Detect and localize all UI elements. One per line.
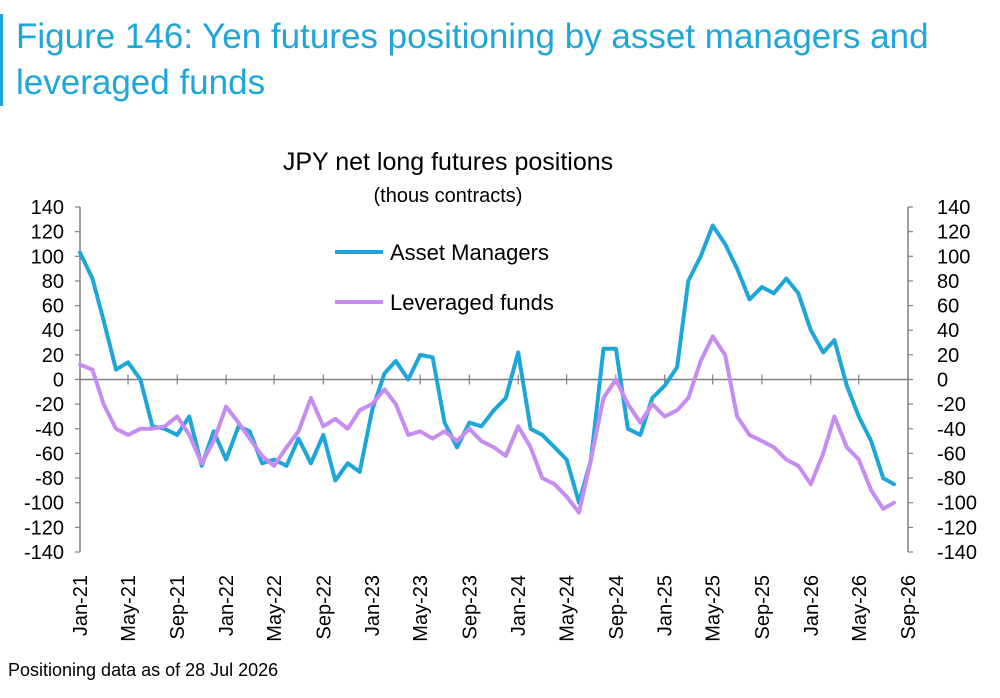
x-tick-label: Jan-24 <box>508 575 530 636</box>
x-tick-label: Sep-22 <box>313 575 335 640</box>
x-tick-label: May-23 <box>410 575 432 642</box>
x-tick-label: Jan-22 <box>216 575 238 636</box>
x-tick-label: May-25 <box>703 575 725 642</box>
right-y-tick-label: -20 <box>937 394 966 416</box>
x-tick-label: May-26 <box>849 575 871 642</box>
left-y-tick-label: -100 <box>24 493 64 515</box>
right-y-tick-label: -100 <box>937 493 977 515</box>
right-y-tick-label: 120 <box>937 222 970 244</box>
x-tick-label: May-24 <box>557 575 579 642</box>
right-y-tick-label: -120 <box>937 517 977 539</box>
right-y-tick-label: 60 <box>937 296 959 318</box>
left-y-tick-label: -120 <box>24 517 64 539</box>
x-tick-label: Jan-23 <box>362 575 384 636</box>
left-y-tick-label: 100 <box>31 246 64 268</box>
right-y-tick-label: 0 <box>937 370 948 392</box>
right-y-tick-label: 80 <box>937 271 959 293</box>
x-tick-label: Jan-21 <box>70 575 92 636</box>
left-y-tick-label: 80 <box>42 271 64 293</box>
x-tick-label: Sep-25 <box>752 575 774 640</box>
left-y-tick-label: 120 <box>31 222 64 244</box>
x-tick-label: Jan-25 <box>655 575 677 636</box>
x-tick-label: Jan-26 <box>801 575 823 636</box>
left-y-tick-label: 60 <box>42 296 64 318</box>
left-y-tick-label: 20 <box>42 345 64 367</box>
series-group <box>78 223 896 515</box>
left-y-tick-label: -40 <box>35 419 64 441</box>
right-y-tick-label: 40 <box>937 320 959 342</box>
footnote: Positioning data as of 28 Jul 2026 <box>8 660 279 680</box>
x-tick-label: Sep-23 <box>459 575 481 640</box>
legend-label: Leveraged funds <box>390 290 554 315</box>
left-y-tick-label: -140 <box>24 542 64 564</box>
x-tick-label: Sep-21 <box>167 575 189 640</box>
right-y-tick-label: -140 <box>937 542 977 564</box>
right-y-tick-label: -60 <box>937 443 966 465</box>
left-y-tick-label: 40 <box>42 320 64 342</box>
leveraged-funds-line <box>78 334 896 515</box>
title-accent-bar <box>0 14 3 106</box>
x-tick-label: May-21 <box>118 575 140 642</box>
left-y-tick-label: 0 <box>53 370 64 392</box>
figure-title: Figure 146: Yen futures positioning by a… <box>16 17 929 102</box>
x-tick-label: Sep-24 <box>606 575 628 640</box>
legend: Asset Managers Leveraged funds <box>335 240 554 315</box>
right-y-tick-label: 20 <box>937 345 959 367</box>
left-y-tick-label: 140 <box>31 197 64 219</box>
chart-subtitle: (thous contracts) <box>374 185 523 207</box>
x-tick-label: Sep-26 <box>898 575 920 640</box>
right-y-tick-label: 100 <box>937 246 970 268</box>
left-y-tick-label: -60 <box>35 443 64 465</box>
right-y-tick-label: -80 <box>937 468 966 490</box>
right-y-tick-label: 140 <box>937 197 970 219</box>
right-y-tick-label: -40 <box>937 419 966 441</box>
legend-label: Asset Managers <box>390 240 549 265</box>
left-y-tick-label: -20 <box>35 394 64 416</box>
chart-title: JPY net long futures positions <box>283 148 613 176</box>
left-y-tick-label: -80 <box>35 468 64 490</box>
x-tick-label: May-22 <box>264 575 286 642</box>
